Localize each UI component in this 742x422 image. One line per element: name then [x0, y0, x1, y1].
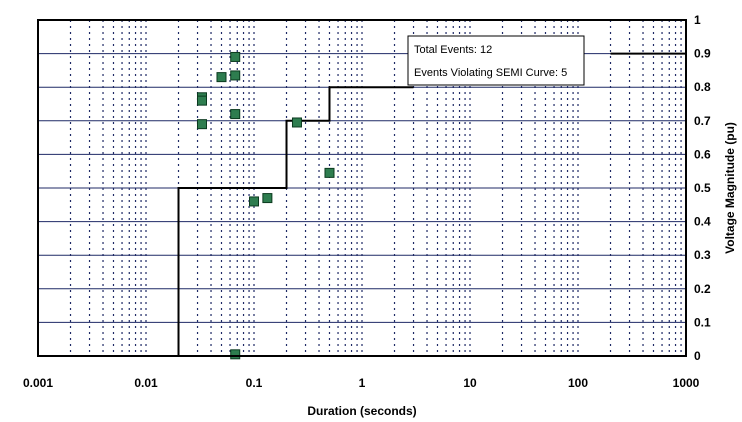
plot-area-border [37, 19, 687, 357]
x-tick-labels: 0.001 0.01 0.1 1 10 100 1000 [23, 376, 700, 390]
event-summary-box: Total Events: 12 Events Violating SEMI C… [407, 35, 585, 86]
x-tick-label: 100 [568, 376, 588, 390]
y-tick-label: 0.1 [694, 315, 711, 329]
semi-curve [38, 52, 686, 357]
x-tick-label: 0.001 [23, 376, 53, 390]
x-axis-title: Duration (seconds) [307, 404, 416, 418]
event-point [230, 109, 241, 120]
y-tick-label: 0.8 [694, 80, 711, 94]
event-point [196, 119, 207, 130]
y-tick-label: 0.7 [694, 114, 711, 128]
event-point [324, 167, 335, 178]
y-axis-title: Voltage Magnitude (pu) [723, 122, 737, 254]
event-point [291, 117, 302, 128]
event-point [262, 193, 273, 204]
y-tick-label: 0.4 [694, 215, 711, 229]
event-points [196, 51, 335, 360]
semi-curve-line [38, 86, 414, 357]
y-tick-labels: 0 0.1 0.2 0.3 0.4 0.5 0.6 0.7 0.8 0.9 1 [694, 13, 711, 363]
y-tick-label: 0.9 [694, 47, 711, 61]
event-summary-background [407, 35, 585, 86]
y-tick-label: 0.5 [694, 181, 711, 195]
x-tick-label: 1 [359, 376, 366, 390]
y-tick-label: 0.2 [694, 282, 711, 296]
event-point [230, 70, 241, 81]
y-tick-label: 1 [694, 13, 701, 27]
event-point [230, 51, 241, 62]
event-point [249, 196, 259, 207]
y-tick-label: 0.3 [694, 248, 711, 262]
event-point [216, 72, 227, 83]
x-tick-label: 1000 [673, 376, 700, 390]
grid [38, 20, 686, 356]
x-tick-label: 0.01 [134, 376, 158, 390]
event-point [230, 349, 241, 360]
event-point [196, 95, 207, 106]
x-tick-label: 0.1 [246, 376, 263, 390]
x-tick-label: 10 [463, 376, 477, 390]
y-tick-label: 0 [694, 349, 701, 363]
total-events-label: Total Events: 12 [414, 44, 492, 56]
y-tick-label: 0.6 [694, 147, 711, 161]
violating-events-label: Events Violating SEMI Curve: 5 [414, 67, 567, 79]
